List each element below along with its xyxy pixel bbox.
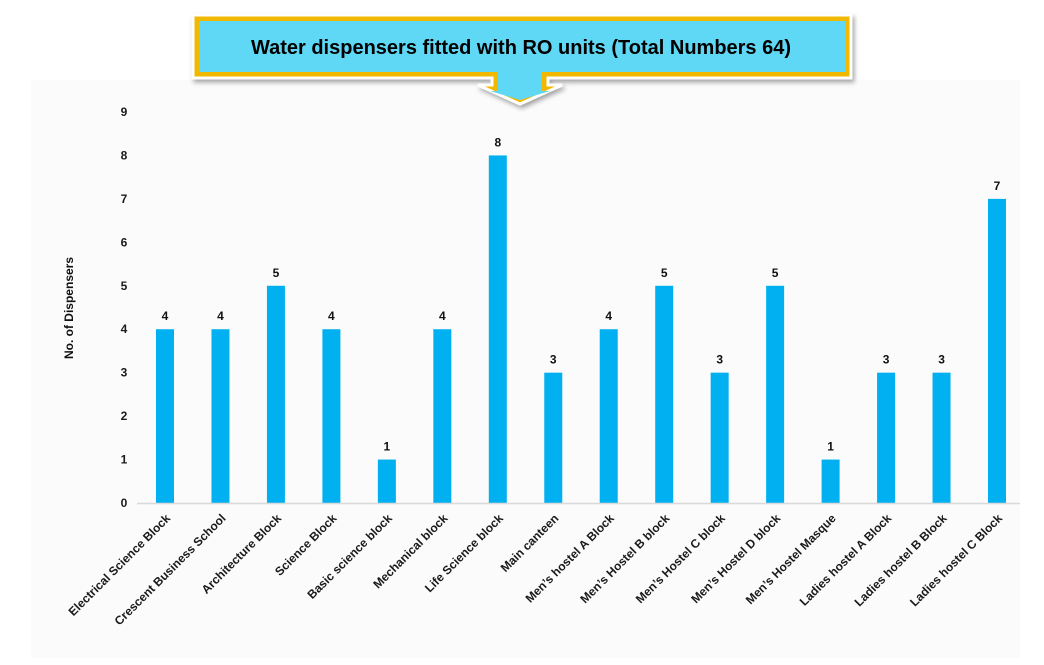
data-label: 3 [550,353,557,367]
y-tick-label: 5 [121,279,128,293]
bar [433,329,452,503]
y-tick-label: 2 [121,409,128,423]
data-label: 7 [994,179,1001,193]
bar [988,198,1006,503]
data-label: 5 [661,266,668,280]
data-label: 4 [605,309,612,323]
x-tick-label: Ladies hostel B Block [852,511,950,609]
y-tick-label: 8 [121,148,128,162]
data-label: 3 [938,353,945,367]
data-label: 3 [716,353,723,367]
y-axis-title: No. of Dispensers [62,257,76,359]
data-label: 3 [883,353,890,367]
x-tick-label: Crescent Business School [112,511,229,628]
y-tick-label: 7 [121,192,128,206]
bar [877,372,896,503]
data-label: 4 [328,309,335,323]
data-label: 4 [217,309,224,323]
bar [544,372,563,503]
y-tick-label: 0 [121,496,128,510]
data-label: 1 [827,440,834,454]
bar [710,372,729,503]
bar [599,329,618,503]
bars [156,155,1006,503]
callout-fill [199,21,845,100]
y-tick-label: 6 [121,235,128,249]
data-label: 5 [772,266,779,280]
y-tick-label: 9 [121,105,128,119]
bar [932,372,951,503]
y-axis-ticks: 0 1 2 3 4 5 6 7 8 9 [121,105,128,510]
x-tick-label: Ladies hostel A Block [797,511,895,609]
chart-panel [31,80,1020,658]
bar [322,329,341,503]
x-tick-label: Ladies hostel C Block [907,511,1005,609]
y-tick-label: 1 [121,453,128,467]
data-labels: 4 4 5 4 1 4 8 3 4 5 3 5 1 3 3 7 [162,135,1001,453]
y-tick-label: 3 [121,366,128,380]
bar [377,459,396,503]
bar [766,285,785,503]
bar [821,459,840,503]
bar [211,329,230,503]
data-label: 4 [162,309,169,323]
data-label: 4 [439,309,446,323]
data-label: 8 [494,135,501,149]
bar [266,285,285,503]
x-tick-label: Men’s Hostel Masque [743,511,839,607]
bar [655,285,674,503]
bar [488,155,507,503]
x-tick-label: Electrical Science Block [66,511,174,619]
y-tick-label: 4 [121,322,128,336]
data-label: 1 [384,440,391,454]
chart-title: Water dispensers fitted with RO units (T… [251,37,791,59]
chart-title-callout [191,13,853,106]
data-label: 5 [273,266,280,280]
bar [156,329,174,503]
